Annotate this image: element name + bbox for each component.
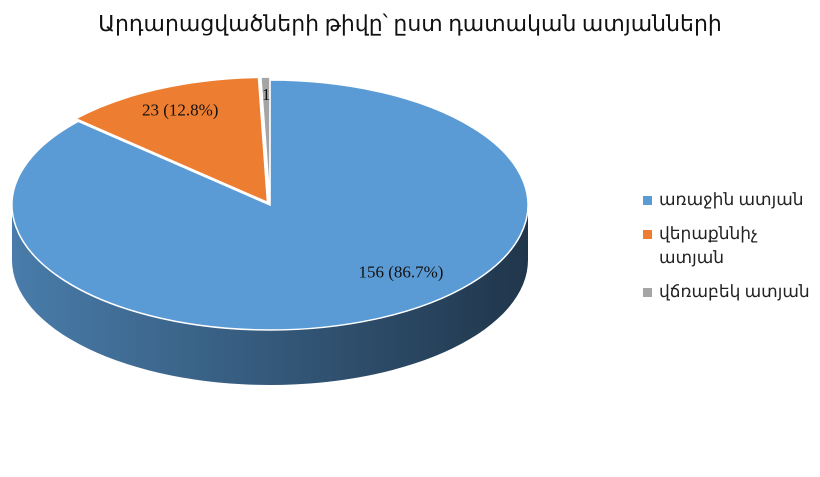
legend-item: առաջին ատյան (643, 188, 813, 212)
legend-item: վճռաբեկ ատյան (643, 280, 813, 304)
legend-label: վճռաբեկ ատյան (659, 282, 810, 301)
chart-title: Արդարացվածների թիվը՝ ըստ դատական ատյաննե… (98, 11, 722, 36)
pie-slice (11, 79, 529, 331)
legend-label: առաջին ատյան (659, 190, 804, 209)
pie-slice (260, 76, 271, 203)
legend-label: վերաքննիչ ատյան (659, 224, 758, 267)
pie-side (12, 205, 528, 385)
legend-swatch (643, 230, 652, 239)
legend: առաջին ատյան վերաքննիչ ատյան վճռաբեկ ատյան (643, 188, 813, 314)
data-label: 1 (262, 85, 271, 104)
pie-slice (74, 76, 269, 204)
data-label: 23 (12.8%) (142, 101, 218, 120)
legend-swatch (643, 288, 652, 297)
legend-item: վերաքննիչ ատյան (643, 222, 813, 270)
data-label: 156 (86.7%) (358, 262, 443, 281)
legend-swatch (643, 196, 652, 205)
